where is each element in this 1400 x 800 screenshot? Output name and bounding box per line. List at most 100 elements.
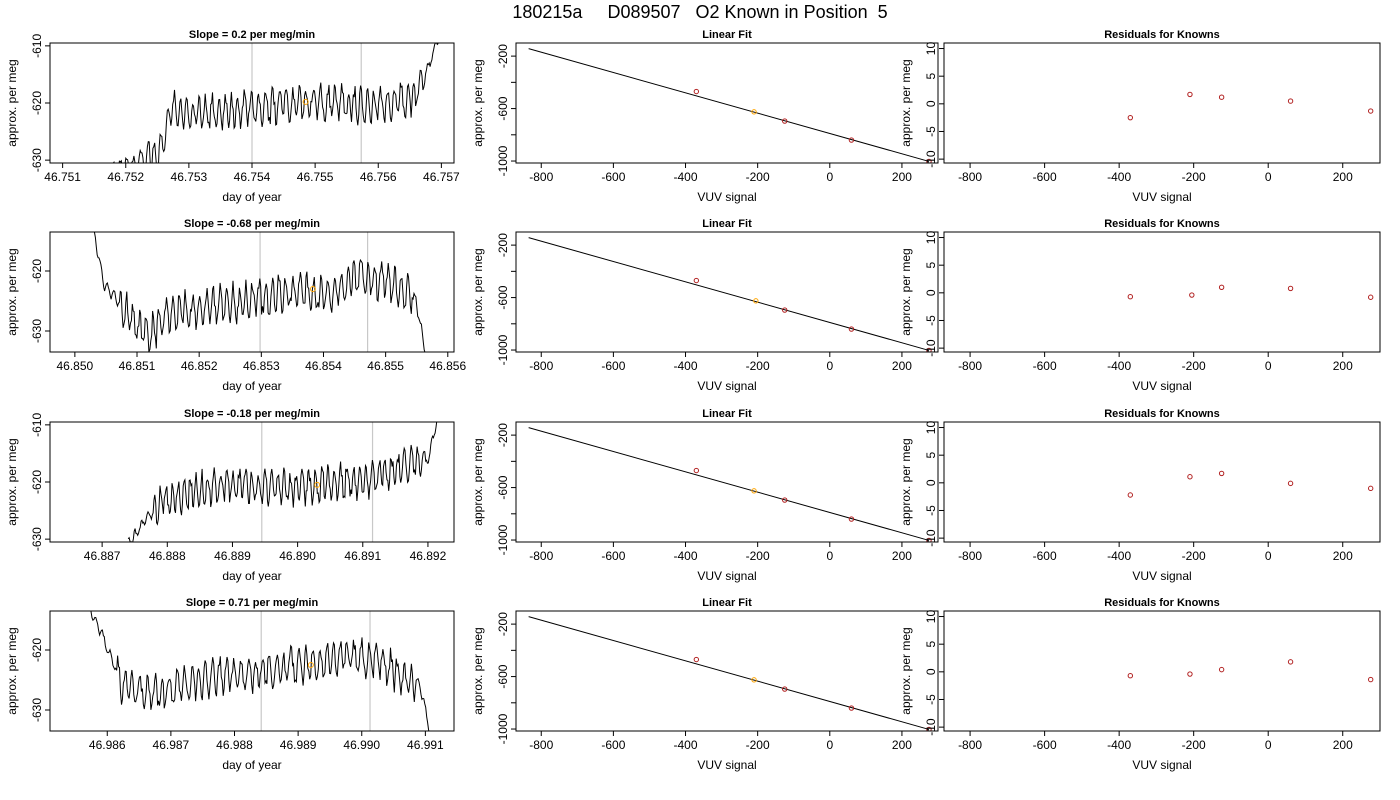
x-tick-label: 46.989 (280, 738, 317, 752)
x-tick-label: 200 (1333, 549, 1353, 563)
plot-area (127, 422, 438, 542)
residual-point (1367, 485, 1374, 492)
y-axis-label: approx. per meg (5, 248, 19, 335)
x-tick-label: -400 (674, 359, 698, 373)
panel-title: Slope = -0.18 per meg/min (184, 408, 320, 420)
plot-frame (49, 42, 455, 164)
fit-line (528, 237, 930, 351)
y-axis-label: approx. per meg (5, 627, 19, 714)
panel-title: Linear Fit (702, 597, 752, 609)
data-trace (127, 422, 438, 542)
fit-point (693, 467, 700, 474)
x-tick-label: 0 (1265, 738, 1272, 752)
y-tick-label: -1000 (496, 524, 510, 555)
y-tick-label: -1000 (496, 145, 510, 176)
figure-title: 180215a D089507 O2 Known in Position 5 (512, 2, 888, 22)
x-tick-label: 46.991 (407, 738, 444, 752)
x-axis-label: VUV signal (697, 569, 756, 583)
y-tick-label: -620 (30, 470, 44, 494)
panel-r3-c2: Residuals for Knowns -800 -600 -400 -200 0 200… (899, 597, 1381, 772)
x-tick-label: 46.757 (423, 170, 460, 184)
plot-area (1127, 284, 1374, 300)
x-tick-label: 0 (826, 738, 833, 752)
y-tick-label: -200 (496, 44, 510, 68)
x-tick-label: 46.855 (367, 359, 404, 373)
x-axis-label: day of year (222, 379, 281, 393)
x-tick-label: -400 (1107, 170, 1131, 184)
panel-title: Residuals for Knowns (1104, 408, 1220, 420)
plot-area (528, 237, 932, 352)
x-tick-label: 200 (1333, 738, 1353, 752)
x-tick-label: 46.752 (107, 170, 144, 184)
data-trace (90, 611, 430, 731)
y-tick-label: -10 (924, 150, 938, 168)
highlight-point (307, 662, 314, 668)
fit-point (926, 726, 932, 731)
panel-r0-c2: Residuals for Knowns -800 -600 -400 -200 0 200… (899, 29, 1381, 204)
y-tick-label: -200 (496, 612, 510, 636)
fit-point (693, 277, 700, 284)
x-tick-label: 200 (892, 170, 912, 184)
y-tick-label: 10 (924, 42, 938, 56)
x-tick-label: 46.756 (360, 170, 397, 184)
data-trace (112, 43, 439, 163)
y-tick-label: -600 (496, 96, 510, 120)
y-tick-label: -10 (924, 718, 938, 736)
y-tick-label: -1000 (496, 334, 510, 365)
y-tick-label: 5 (924, 452, 938, 459)
y-axis-label: approx. per meg (471, 627, 485, 714)
plot-frame (515, 42, 939, 164)
x-axis-label: VUV signal (1132, 190, 1191, 204)
x-tick-label: -200 (746, 549, 770, 563)
y-tick-label: 5 (924, 641, 938, 648)
x-tick-label: 46.990 (343, 738, 380, 752)
x-tick-label: 46.850 (57, 359, 94, 373)
y-axis-label: approx. per meg (5, 59, 19, 146)
residual-point (1187, 671, 1193, 677)
plot-frame (49, 421, 455, 543)
highlight-point (314, 481, 321, 488)
x-tick-label: 200 (892, 738, 912, 752)
residual-point (1367, 676, 1374, 683)
y-axis-label: approx. per meg (471, 248, 485, 335)
y-tick-label: -610 (30, 413, 44, 437)
residual-point (1127, 114, 1134, 121)
y-tick-label: -610 (30, 34, 44, 58)
x-tick-label: 46.854 (305, 359, 342, 373)
y-tick-label: -620 (30, 259, 44, 283)
fit-point (848, 137, 855, 143)
fit-line (528, 616, 930, 730)
residual-point (1218, 94, 1225, 100)
y-tick-label: 0 (924, 289, 938, 296)
panel-title: Residuals for Knowns (1104, 29, 1220, 41)
y-tick-label: -5 (924, 315, 938, 326)
y-tick-label: -200 (496, 423, 510, 447)
panel-r1-c2: Residuals for Knowns -800 -600 -400 -200 0 200… (899, 218, 1381, 393)
x-tick-label: 46.890 (279, 549, 316, 563)
plot-area (528, 616, 932, 731)
x-tick-label: 46.888 (149, 549, 186, 563)
y-tick-label: -5 (924, 694, 938, 705)
x-tick-label: 46.891 (344, 549, 381, 563)
fit-point (782, 497, 788, 503)
panel-title: Residuals for Knowns (1104, 218, 1220, 230)
x-axis-label: day of year (222, 758, 281, 772)
residual-point (1287, 98, 1294, 104)
plot-frame (943, 421, 1381, 543)
y-tick-label: -630 (30, 698, 44, 722)
x-tick-label: -800 (958, 549, 982, 563)
highlight-point (309, 286, 316, 292)
residual-point (1127, 294, 1134, 300)
x-tick-label: -800 (529, 170, 553, 184)
plot-area (528, 48, 932, 163)
fit-point (751, 677, 757, 683)
x-tick-label: 200 (1333, 359, 1353, 373)
plot-area (90, 611, 430, 731)
x-tick-label: -600 (601, 170, 625, 184)
x-tick-label: -800 (529, 738, 553, 752)
x-tick-label: 46.753 (171, 170, 208, 184)
x-tick-label: 0 (826, 549, 833, 563)
x-tick-label: 46.852 (181, 359, 218, 373)
x-tick-label: -800 (529, 549, 553, 563)
y-tick-label: 0 (924, 668, 938, 675)
